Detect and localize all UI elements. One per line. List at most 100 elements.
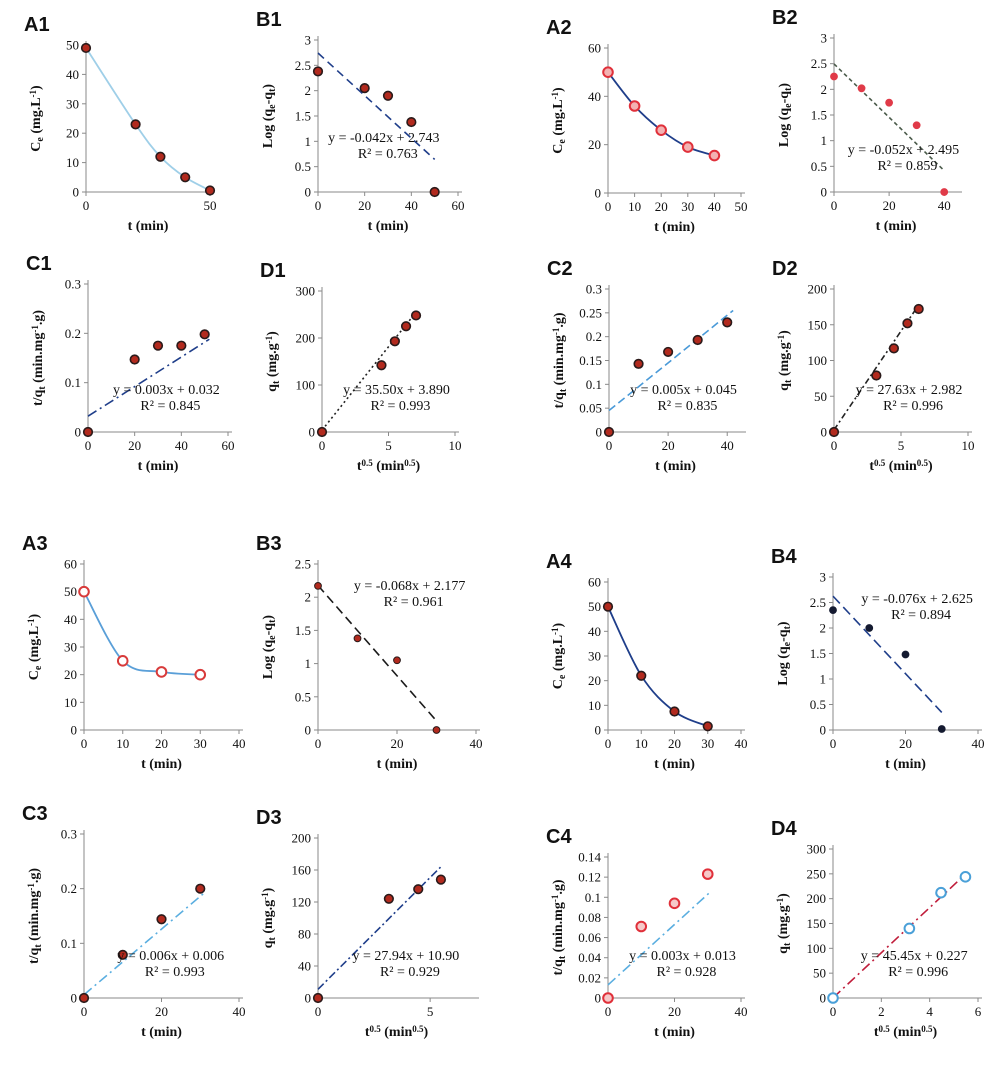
panel-label: D2 [772, 258, 798, 280]
series-curve [607, 606, 709, 728]
y-tick-label: 1 [821, 133, 828, 148]
y-axis-title: qt (mg.g-1) [260, 887, 277, 948]
x-tick-label: 5 [427, 1004, 434, 1019]
x-tick-label: 20 [358, 198, 371, 213]
y-tick-label: 200 [808, 282, 828, 297]
y-axis-title-part: e [267, 635, 278, 640]
y-tick-label: 3 [820, 570, 827, 585]
y-axis-title: Log (qe-qt) [261, 84, 278, 149]
y-axis-title-part: q [776, 946, 791, 954]
x-axis-title: t (min) [368, 219, 409, 234]
x-axis-title: t (min) [377, 757, 418, 772]
y-tick-label: 0.14 [578, 850, 601, 865]
fit-line [317, 584, 438, 722]
y-tick-label: 2.5 [295, 557, 311, 572]
y-tick-label: 0.2 [586, 329, 602, 344]
data-point [429, 186, 440, 198]
x-axis-title: t0.5 (min0.5) [874, 1024, 938, 1040]
x-axis-title-part: t [869, 459, 874, 474]
x-tick-label: 4 [926, 1004, 933, 1019]
x-tick-label: 10 [628, 199, 641, 214]
x-axis-title-part: 0.5 [921, 1024, 933, 1034]
y-tick-label: 30 [588, 649, 601, 664]
y-tick-label: 2 [305, 83, 312, 98]
x-tick-label: 0 [606, 438, 613, 453]
y-tick-label: 250 [807, 866, 827, 881]
y-axis-title-part: -1 [26, 883, 36, 891]
y-axis-title-part: (min.mg [31, 333, 46, 387]
fit-r-squared: R² = 0.996 [888, 965, 948, 980]
y-tick-label: 0.5 [295, 159, 311, 174]
fit-equation: y = -0.076x + 2.625 [861, 592, 972, 607]
y-axis-title-part: t/q [552, 392, 567, 409]
y-tick-label: 0 [305, 185, 312, 200]
fit-r-squared: R² = 0.961 [384, 595, 444, 610]
x-axis-title-part: 0.5 [917, 458, 929, 468]
y-tick-label: 0 [305, 723, 312, 738]
y-axis-title: Ce (mg.L-1) [28, 85, 45, 152]
y-axis-title-part: q [777, 383, 792, 391]
y-axis-title-part: q [265, 384, 280, 392]
x-axis-title: t0.5 (min0.5) [365, 1024, 429, 1040]
y-axis-title-part: t [267, 619, 278, 623]
fit-line [833, 63, 945, 172]
y-axis-title-part: -1 [26, 618, 36, 626]
y-tick-label: 1 [820, 672, 827, 687]
data-point [359, 83, 370, 94]
y-axis-title-part: t/q [27, 947, 42, 964]
y-tick-label: 60 [588, 575, 601, 590]
y-tick-label: 2 [821, 82, 828, 97]
data-point [708, 149, 721, 162]
x-axis-title-part: t (min) [654, 220, 695, 235]
y-tick-label: 30 [64, 640, 77, 655]
x-tick-label: 0 [605, 736, 612, 751]
x-tick-label: 5 [385, 438, 392, 453]
data-point [602, 992, 614, 1004]
y-axis-title-part: Log (q [777, 108, 792, 148]
x-tick-label: 0 [830, 736, 837, 751]
x-axis-title-part: 0.5 [874, 458, 886, 468]
data-point [195, 883, 206, 894]
x-tick-label: 40 [721, 438, 734, 453]
y-axis-title-part: C [27, 670, 42, 680]
chart-a3: A3 0 10 20 30 40 50 60 0 10 20 30 40 t (min) Ce (mg.L-… [22, 533, 246, 772]
x-tick-label: 40 [175, 438, 188, 453]
y-axis-title-part: e [782, 641, 793, 646]
panel-label: C2 [547, 258, 573, 280]
y-axis-title-part: (min.mg [552, 335, 567, 389]
fit-line [832, 595, 943, 713]
fit-equation: y = 27.94x + 10.90 [353, 949, 460, 964]
y-axis-title-part: -1 [28, 89, 38, 97]
data-point [435, 874, 447, 885]
fit-r-squared: R² = 0.894 [891, 608, 951, 623]
y-axis-title-part: Log (q [776, 646, 791, 686]
y-axis-title-part: .g) [552, 312, 567, 328]
data-point [669, 706, 680, 717]
y-tick-label: 20 [588, 673, 601, 688]
fit-line [321, 311, 418, 431]
fit-equation: y = -0.068x + 2.177 [354, 579, 465, 594]
x-tick-label: 10 [962, 438, 975, 453]
chart-b1: B1 0 0.5 1 1.5 2 2.5 3 0 20 40 60 t (min) Log (qe-qt)… [256, 9, 465, 234]
panel-label: A2 [546, 17, 572, 39]
x-tick-label: 60 [222, 438, 235, 453]
y-tick-label: 0.2 [65, 326, 81, 341]
x-axis-title: t (min) [138, 459, 179, 474]
y-tick-label: 0 [820, 723, 827, 738]
x-axis-title-part: t [365, 1025, 370, 1040]
y-tick-label: 20 [64, 667, 77, 682]
y-axis-title: t/qt (min.mg-1.g) [26, 868, 43, 964]
x-tick-label: 0 [605, 199, 612, 214]
y-axis-title-part: -1 [550, 91, 560, 99]
data-point [82, 426, 94, 438]
fit-r-squared: R² = 0.859 [877, 159, 937, 174]
y-axis-title-part: -q [776, 629, 791, 642]
y-tick-label: 0.12 [578, 870, 601, 885]
y-axis-title-part: t [558, 388, 569, 392]
x-axis-title-part: t (min) [141, 1025, 182, 1040]
fit-r-squared: R² = 0.996 [883, 399, 943, 414]
x-axis-title: t (min) [654, 220, 695, 235]
x-axis-title-part: t (min) [654, 1025, 695, 1040]
y-axis-title-part: ) [551, 622, 566, 627]
